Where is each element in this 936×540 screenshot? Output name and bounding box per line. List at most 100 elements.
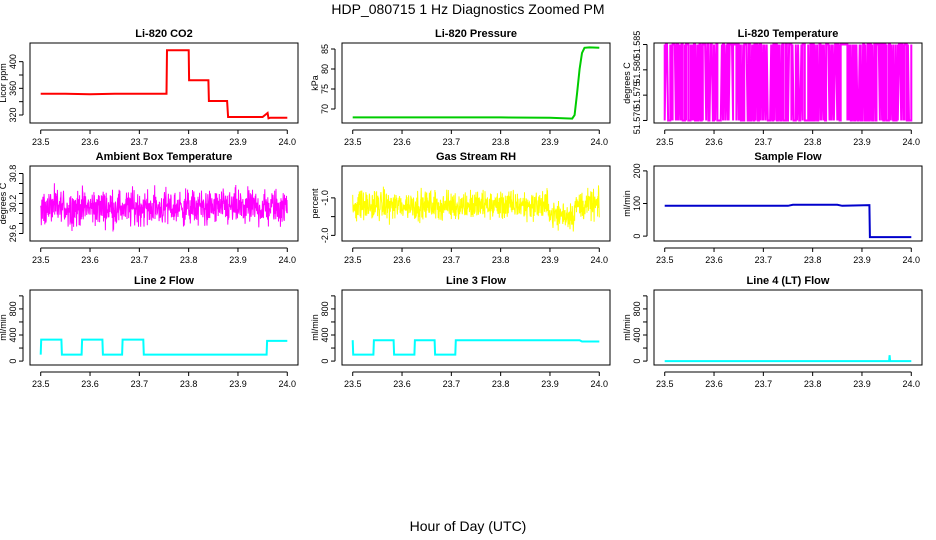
y-tick-label: 0 — [8, 359, 18, 364]
x-tick-label: 23.9 — [853, 379, 871, 389]
x-tick-label: 23.7 — [755, 379, 773, 389]
data-series — [664, 355, 912, 363]
series-line — [352, 185, 600, 232]
x-tick-label: 23.5 — [32, 255, 50, 265]
panel-title: Sample Flow — [754, 151, 822, 163]
x-tick-label: 23.9 — [853, 137, 871, 147]
data-series — [352, 46, 600, 120]
panel-title: Gas Stream RH — [436, 151, 516, 163]
y-tick-label: 30.8 — [8, 165, 18, 183]
panel-title: Line 3 Flow — [446, 275, 506, 287]
x-tick-label: 23.7 — [131, 137, 149, 147]
x-tick-label: 24.0 — [903, 379, 921, 389]
chart-panel-7: Line 2 Flow 23.5 23.6 23.7 23.8 23.9 24.0 0 400 8… — [0, 275, 299, 389]
y-tick-label: 200 — [632, 163, 642, 178]
x-tick-label: 23.9 — [853, 255, 871, 265]
y-axis-label: degrees C — [622, 62, 632, 104]
x-tick-label: 23.5 — [656, 379, 674, 389]
x-tick-label: 24.0 — [591, 137, 609, 147]
x-axis: 23.5 23.6 23.7 23.8 23.9 24.0 — [656, 247, 921, 265]
x-tick-label: 24.0 — [591, 379, 609, 389]
panel-title: Line 2 Flow — [134, 275, 194, 287]
data-series — [664, 203, 912, 239]
x-tick-label: 23.9 — [541, 255, 559, 265]
chart-panel-1: Li-820 CO2 23.5 23.6 23.7 23.8 23.9 24.0 320 360… — [0, 28, 299, 147]
x-tick-label: 23.5 — [656, 255, 674, 265]
x-axis-label: Hour of Day (UTC) — [409, 518, 527, 534]
y-tick-label: 800 — [8, 301, 18, 316]
x-tick-label: 23.7 — [443, 379, 461, 389]
panel-title: Li-820 Temperature — [738, 28, 839, 40]
y-tick-label: 800 — [632, 301, 642, 316]
y-axis-label: Licor ppm — [0, 63, 8, 103]
series-line — [40, 49, 288, 120]
y-tick-label: 0 — [320, 359, 330, 364]
y-tick-label: 0 — [632, 359, 642, 364]
x-axis: 23.5 23.6 23.7 23.8 23.9 24.0 — [656, 129, 921, 147]
plot-frame — [341, 289, 611, 366]
x-tick-label: 23.8 — [492, 255, 510, 265]
figure-title: HDP_080715 1 Hz Diagnostics Zoomed PM — [331, 1, 605, 17]
data-series — [352, 185, 600, 232]
y-tick-label: 80 — [320, 64, 330, 74]
x-tick-label: 23.8 — [492, 137, 510, 147]
plot-frame — [653, 165, 923, 242]
y-axis: 70 75 80 85 kPa — [310, 44, 336, 114]
x-axis: 23.5 23.6 23.7 23.8 23.9 24.0 — [32, 371, 296, 389]
series-line — [664, 355, 912, 363]
data-series — [39, 338, 288, 356]
x-tick-label: 23.5 — [656, 137, 674, 147]
x-tick-label: 23.6 — [393, 379, 411, 389]
chart-panel-6: Sample Flow 23.5 23.6 23.7 23.8 23.9 24.0 0 100 2… — [622, 151, 923, 265]
x-tick-label: 23.5 — [344, 137, 362, 147]
x-tick-label: 24.0 — [903, 137, 921, 147]
x-tick-label: 23.6 — [705, 379, 723, 389]
x-tick-label: 23.7 — [755, 137, 773, 147]
y-axis-label: degrees C — [0, 182, 8, 224]
x-tick-label: 23.5 — [32, 137, 50, 147]
y-tick-label: -1.0 — [320, 190, 330, 206]
y-tick-label: 400 — [8, 54, 18, 69]
x-tick-label: 23.7 — [443, 255, 461, 265]
x-tick-label: 23.6 — [81, 379, 99, 389]
x-tick-label: 24.0 — [591, 255, 609, 265]
y-tick-label: 51.570 — [632, 107, 642, 135]
y-axis-label: ml/min — [310, 314, 320, 341]
x-tick-label: 23.8 — [804, 137, 822, 147]
y-axis-label: ml/min — [622, 190, 632, 217]
x-tick-label: 23.8 — [180, 379, 198, 389]
x-tick-label: 23.5 — [344, 255, 362, 265]
x-axis: 23.5 23.6 23.7 23.8 23.9 24.0 — [32, 129, 296, 147]
y-tick-label: 29.6 — [8, 225, 18, 243]
chart-panel-2: Li-820 Pressure 23.5 23.6 23.7 23.8 23.9 24.0 7… — [310, 28, 611, 147]
x-tick-label: 24.0 — [903, 255, 921, 265]
plot-frame — [341, 42, 611, 124]
y-tick-label: 70 — [320, 104, 330, 114]
y-tick-label: 51.585 — [632, 31, 642, 59]
x-tick-label: 23.6 — [705, 137, 723, 147]
x-tick-label: 23.7 — [755, 255, 773, 265]
panel-title: Li-820 CO2 — [135, 28, 192, 40]
y-tick-label: 30.2 — [8, 195, 18, 213]
y-tick-label: 400 — [632, 327, 642, 342]
x-tick-label: 23.7 — [443, 137, 461, 147]
chart-panel-3: Li-820 Temperature 23.5 23.6 23.7 23.8 23.9 24… — [622, 28, 923, 147]
x-tick-label: 23.8 — [804, 255, 822, 265]
x-tick-label: 23.6 — [81, 137, 99, 147]
chart-panel-8: Line 3 Flow 23.5 23.6 23.7 23.8 23.9 24.0 0 400 8… — [310, 275, 611, 389]
x-tick-label: 23.9 — [229, 255, 247, 265]
data-series — [40, 49, 288, 120]
y-tick-label: 100 — [632, 196, 642, 211]
x-axis: 23.5 23.6 23.7 23.8 23.9 24.0 — [344, 371, 609, 389]
x-tick-label: 23.8 — [804, 379, 822, 389]
y-tick-label: 75 — [320, 84, 330, 94]
y-axis-label: percent — [310, 188, 320, 219]
y-tick-label: 51.575 — [632, 81, 642, 109]
plot-frame — [341, 165, 611, 242]
x-tick-label: 23.6 — [705, 255, 723, 265]
